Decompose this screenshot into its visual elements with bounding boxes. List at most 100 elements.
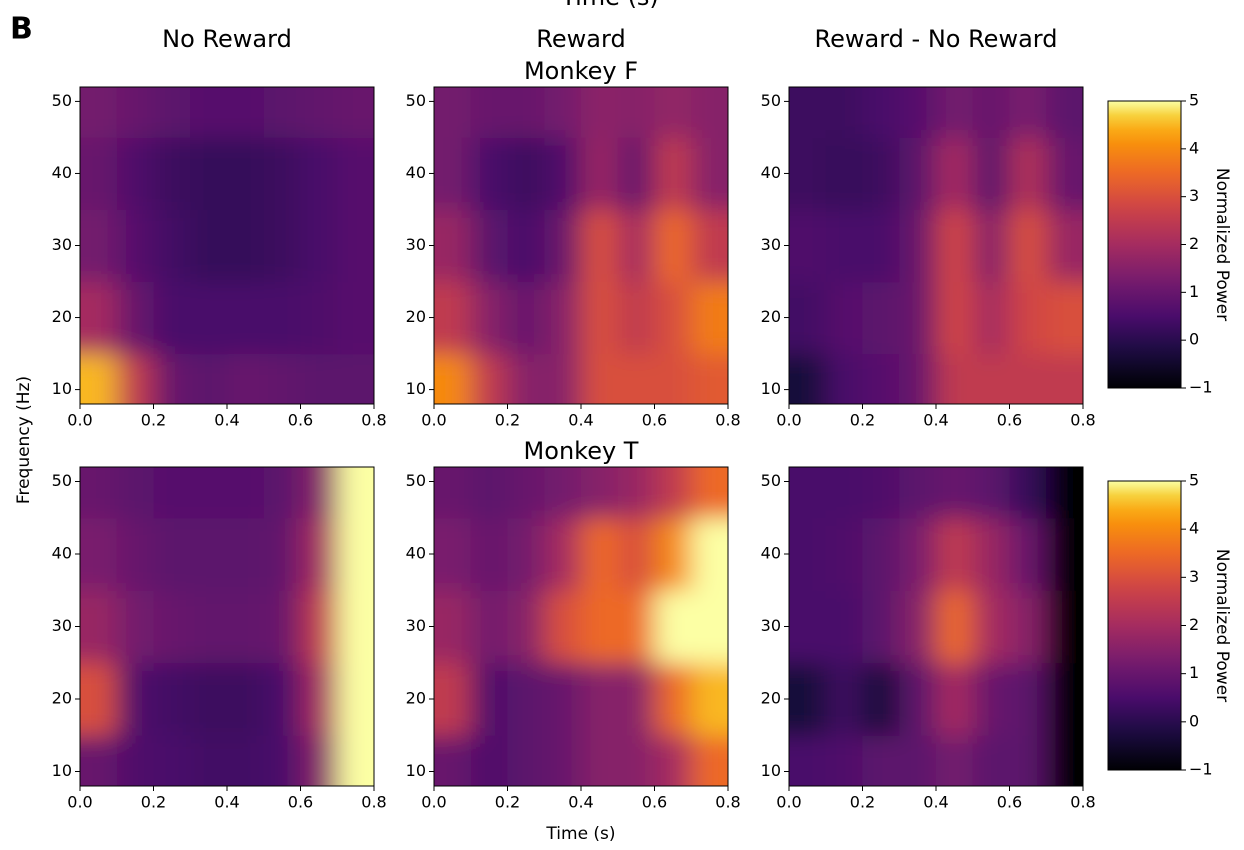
heatmap-cell — [862, 590, 900, 664]
y-tick-label: 10 — [52, 379, 72, 398]
heatmap-cell — [825, 590, 863, 664]
heatmap — [789, 87, 1083, 404]
colorbar-tick-label: 5 — [1189, 91, 1199, 110]
heatmap-cell — [300, 662, 338, 736]
heatmap-cell — [617, 735, 655, 786]
heatmap-cell — [691, 137, 728, 210]
heatmap-cell — [825, 209, 863, 283]
y-tick-label: 30 — [761, 235, 781, 254]
heatmap-cell — [899, 662, 937, 736]
heatmap-cell — [300, 590, 338, 664]
panel-title: Reward — [536, 25, 625, 53]
panel-title: Reward - No Reward — [815, 25, 1058, 53]
heatmap-cell — [153, 467, 191, 519]
heatmap-cell — [116, 87, 154, 138]
y-tick-label: 10 — [406, 379, 426, 398]
colorbar-label: Normalized Power — [1212, 168, 1232, 321]
heatmap-cell — [470, 137, 508, 210]
cut-header: Time (s) — [560, 0, 659, 11]
y-tick-label: 20 — [406, 689, 426, 708]
heatmap-cell — [936, 735, 974, 786]
colorbar-tick-label: 2 — [1189, 615, 1199, 634]
heatmap-cell — [972, 209, 1010, 283]
heatmap-cell — [899, 87, 937, 138]
heatmap-cell — [1046, 467, 1083, 519]
panel-label: B — [10, 12, 33, 47]
x-tick-label: 0.4 — [214, 793, 239, 812]
heatmap-cell — [263, 137, 301, 210]
heatmap-cell — [80, 467, 118, 519]
heatmap-cell — [434, 590, 472, 664]
heatmap-cell — [1009, 137, 1047, 210]
heatmap-cell — [654, 662, 692, 736]
colorbar-tick-label: −1 — [1189, 760, 1213, 779]
heatmap-cell — [691, 662, 728, 736]
heatmap-cell — [116, 517, 154, 591]
heatmap-cell — [862, 517, 900, 591]
heatmap-cell — [1009, 467, 1047, 519]
colorbar-tick-label: 3 — [1189, 186, 1199, 205]
y-tick-label: 50 — [761, 91, 781, 110]
heatmap-cell — [789, 137, 827, 210]
heatmap-cell — [227, 353, 265, 404]
heatmap-cell — [116, 662, 154, 736]
heatmap-cell — [227, 735, 265, 786]
heatmap-cell — [544, 662, 582, 736]
heatmap-cell — [300, 281, 338, 355]
heatmap-cell — [972, 137, 1010, 210]
row-title: Monkey T — [524, 437, 639, 465]
heatmap-cell — [825, 467, 863, 519]
heatmap-cell — [153, 590, 191, 664]
heatmap-cell — [691, 87, 728, 138]
heatmap-cell — [581, 281, 619, 355]
heatmap-cells — [789, 87, 1083, 404]
heatmap-cell — [263, 735, 301, 786]
y-tick-label: 40 — [52, 544, 72, 563]
heatmap-cell — [190, 590, 228, 664]
colorbar-tick-label: 4 — [1189, 138, 1199, 157]
heatmap-cell — [1046, 662, 1083, 736]
heatmap-cell — [263, 467, 301, 519]
x-tick-label: 0.2 — [495, 793, 520, 812]
heatmap-cell — [544, 353, 582, 404]
y-tick-label: 40 — [406, 544, 426, 563]
heatmap-cell — [80, 735, 118, 786]
heatmap-cell — [654, 209, 692, 283]
x-tick-label: 0.2 — [141, 411, 166, 430]
heatmap-cell — [789, 209, 827, 283]
x-tick-label: 0.2 — [850, 793, 875, 812]
y-tick-label: 10 — [52, 761, 72, 780]
heatmap-cell — [1009, 517, 1047, 591]
heatmap-cell — [470, 735, 508, 786]
heatmap-cell — [80, 137, 118, 210]
heatmap-cell — [825, 662, 863, 736]
heatmap-cell — [581, 590, 619, 664]
heatmap-cell — [936, 590, 974, 664]
heatmap-cell — [972, 662, 1010, 736]
heatmap-cell — [1009, 353, 1047, 404]
x-tick-label: 0.6 — [288, 411, 313, 430]
y-tick-label: 40 — [761, 544, 781, 563]
heatmap-cells — [434, 467, 728, 786]
heatmap-cell — [691, 517, 728, 591]
colorbar-tick-label: 2 — [1189, 234, 1199, 253]
x-tick-label: 0.0 — [776, 411, 801, 430]
heatmap-cell — [227, 517, 265, 591]
x-tick-label: 0.4 — [568, 411, 593, 430]
heatmap-cell — [617, 662, 655, 736]
heatmap-cell — [263, 662, 301, 736]
x-tick-label: 0.6 — [997, 793, 1022, 812]
heatmap-cell — [153, 137, 191, 210]
heatmap-cells — [789, 467, 1083, 786]
x-tick-label: 0.4 — [923, 411, 948, 430]
heatmap-cell — [544, 137, 582, 210]
heatmap-cell — [581, 137, 619, 210]
heatmap-cell — [116, 137, 154, 210]
heatmap-cell — [972, 735, 1010, 786]
heatmap-cell — [507, 281, 545, 355]
heatmap-cell — [300, 87, 338, 138]
heatmap-cell — [972, 281, 1010, 355]
heatmap-cell — [654, 590, 692, 664]
y-tick-label: 20 — [761, 689, 781, 708]
heatmap-cell — [1009, 662, 1047, 736]
